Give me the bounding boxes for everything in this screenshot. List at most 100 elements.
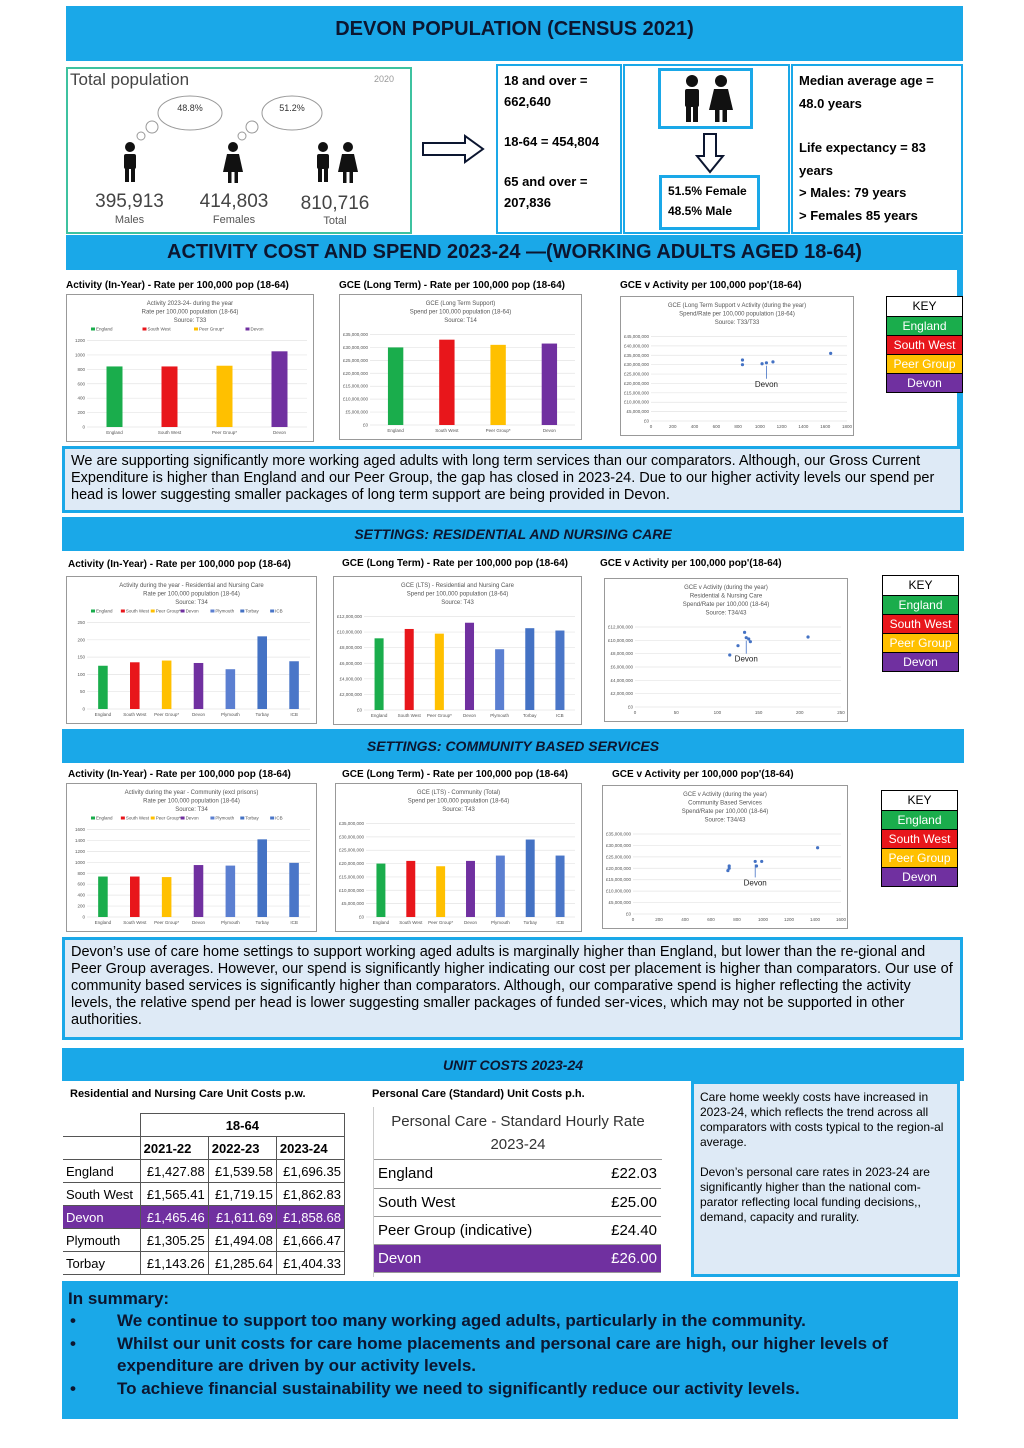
- chart-header-text: Rate per 100,000 population (18-64): [142, 310, 239, 316]
- bar: [98, 665, 108, 709]
- scatter-point: [740, 363, 745, 367]
- population-panel: Total population 2020: [66, 67, 412, 234]
- bar: [257, 636, 267, 709]
- male-icon: [124, 142, 136, 182]
- summary-heading: In summary:: [68, 1289, 170, 1308]
- x-tick-label: Peer Group*: [154, 712, 179, 717]
- year-header: 2021-22: [139, 1136, 209, 1160]
- x-tick-label: 0: [634, 710, 637, 715]
- couple-icon: [317, 142, 358, 183]
- chart-title-activity-3: Activity (In-Year) - Rate per 100,000 po…: [68, 769, 291, 780]
- over65-value: 207,836: [504, 195, 551, 210]
- females-value: 414,803: [199, 191, 269, 212]
- chart-gce-1: GCE (Long Term Support) Spend per 100,000…: [339, 294, 582, 440]
- y-tick-label: 1400: [75, 838, 86, 843]
- key-peer-group: Peer Group: [887, 354, 962, 373]
- legend-label: South West: [148, 327, 172, 332]
- summary-item: To achieve financial sustainability we n…: [68, 1378, 952, 1401]
- population-year: 2020: [373, 74, 394, 84]
- y-tick-label: £0: [357, 708, 363, 713]
- legend-swatch: [91, 609, 95, 613]
- males-value: 395,913: [95, 191, 164, 212]
- x-tick-label: 400: [691, 424, 699, 429]
- summary-list: We continue to support too many working …: [68, 1310, 952, 1400]
- scatter-point: [748, 640, 752, 644]
- x-tick-label: 1000: [758, 917, 769, 922]
- key-head: KEY: [912, 299, 937, 313]
- y-tick-label: £20,000,000: [606, 866, 632, 871]
- scatter-point: [764, 361, 769, 365]
- thought-dot: [136, 131, 146, 141]
- key-england: England: [883, 595, 958, 614]
- scatter-point: [742, 630, 747, 634]
- bar: [161, 877, 172, 917]
- bar: [525, 839, 535, 917]
- legend-swatch: [91, 327, 95, 331]
- age-18-64: 18-64 = 454,804: [504, 134, 600, 149]
- x-tick-label: Plymouth: [490, 713, 509, 718]
- chart-header-text: GCE (LTS) - Community (Total): [417, 790, 500, 796]
- x-tick-label: Peer Group*: [212, 430, 237, 435]
- y-tick-label: 200: [77, 410, 85, 415]
- bar: [193, 662, 204, 709]
- y-tick-label: 0: [82, 425, 85, 430]
- x-tick-label: 200: [655, 917, 663, 922]
- legend-label: Plymouth: [215, 609, 234, 614]
- key-devon: Devon: [882, 867, 957, 886]
- table-row: Plymouth £1,305.25 £1,494.08 £1,666.47: [63, 1228, 346, 1252]
- bar: [490, 344, 506, 425]
- down-arrow-icon: [695, 133, 725, 174]
- x-tick-label: England: [387, 428, 404, 433]
- key-legend: KEY England South West Peer Group Devon: [886, 296, 963, 393]
- y-tick-label: £10,000,000: [624, 400, 650, 405]
- y-tick-label: £2,000,000: [339, 692, 362, 697]
- unit-costs-note-2: Devon’s personal care rates in 2023-24 a…: [700, 1165, 930, 1224]
- commentary-2: Devon’s use of care home settings to sup…: [62, 937, 963, 1040]
- x-tick-label: 50: [674, 710, 680, 715]
- bar: [130, 876, 140, 917]
- chart-header-text: Spend/Rate per 100,000 population (18-64…: [679, 312, 795, 318]
- x-tick-label: Peer Group*: [427, 713, 452, 718]
- chart-header-text: Spend/Rate per 100,000 (18-64): [682, 809, 768, 815]
- year-header: 2023-24: [275, 1136, 346, 1160]
- pc-unit-costs-table: England £22.03 South West £25.00 Peer Grou…: [374, 1160, 661, 1273]
- y-tick-label: 1600: [75, 827, 86, 832]
- x-tick-label: 150: [755, 710, 763, 715]
- x-tick-label: 1200: [777, 424, 788, 429]
- bar: [289, 661, 299, 709]
- annotation-label: Devon: [744, 878, 767, 887]
- x-tick-label: South West: [399, 920, 423, 925]
- legend-label: Torbay: [245, 816, 259, 821]
- legend-label: Plymouth: [215, 816, 234, 821]
- y-tick-label: £20,000,000: [343, 371, 369, 376]
- x-tick-label: 800: [733, 917, 741, 922]
- y-tick-label: 600: [77, 882, 85, 887]
- thought-dot: [245, 120, 259, 134]
- table-row: Torbay £1,143.26 £1,285.64 £1,404.33: [63, 1251, 346, 1275]
- x-tick-label: South West: [435, 428, 459, 433]
- thought-dot: [237, 131, 247, 141]
- age-header: 18-64: [139, 1113, 346, 1137]
- bar: [216, 365, 233, 427]
- annotation-label: Devon: [735, 655, 758, 664]
- chart-title-scatter-1: GCE v Activity per 100,000 pop'(18-64): [620, 280, 802, 291]
- chart-header-text: Source: T33/T33: [715, 320, 760, 326]
- x-tick-label: Peer Group*: [428, 920, 453, 925]
- x-tick-label: Devon: [192, 920, 206, 925]
- x-tick-label: England: [373, 920, 390, 925]
- legend-label: England: [96, 816, 113, 821]
- key-legend: KEY England South West Peer Group Devon: [881, 790, 958, 887]
- people-icon-frame: [658, 68, 753, 129]
- scatter-point: [829, 351, 833, 355]
- legend-swatch: [180, 816, 185, 820]
- chart-title-gce-1: GCE (Long Term) - Rate per 100,000 pop (…: [339, 280, 565, 291]
- y-tick-label: £5,000,000: [608, 900, 631, 905]
- pc-header-line1: Personal Care - Standard Hourly Rate: [391, 1113, 645, 1130]
- chart-header-text: GCE (Long Term Support): [426, 301, 496, 307]
- chart-header-text: Spend per 100,000 population (18-64): [408, 799, 509, 805]
- bar: [495, 649, 505, 710]
- legend-swatch: [120, 816, 125, 820]
- bar: [541, 343, 558, 425]
- legend-swatch: [194, 327, 198, 331]
- chart-scatter-1: GCE (Long Term Support v Activity (durin…: [620, 296, 854, 436]
